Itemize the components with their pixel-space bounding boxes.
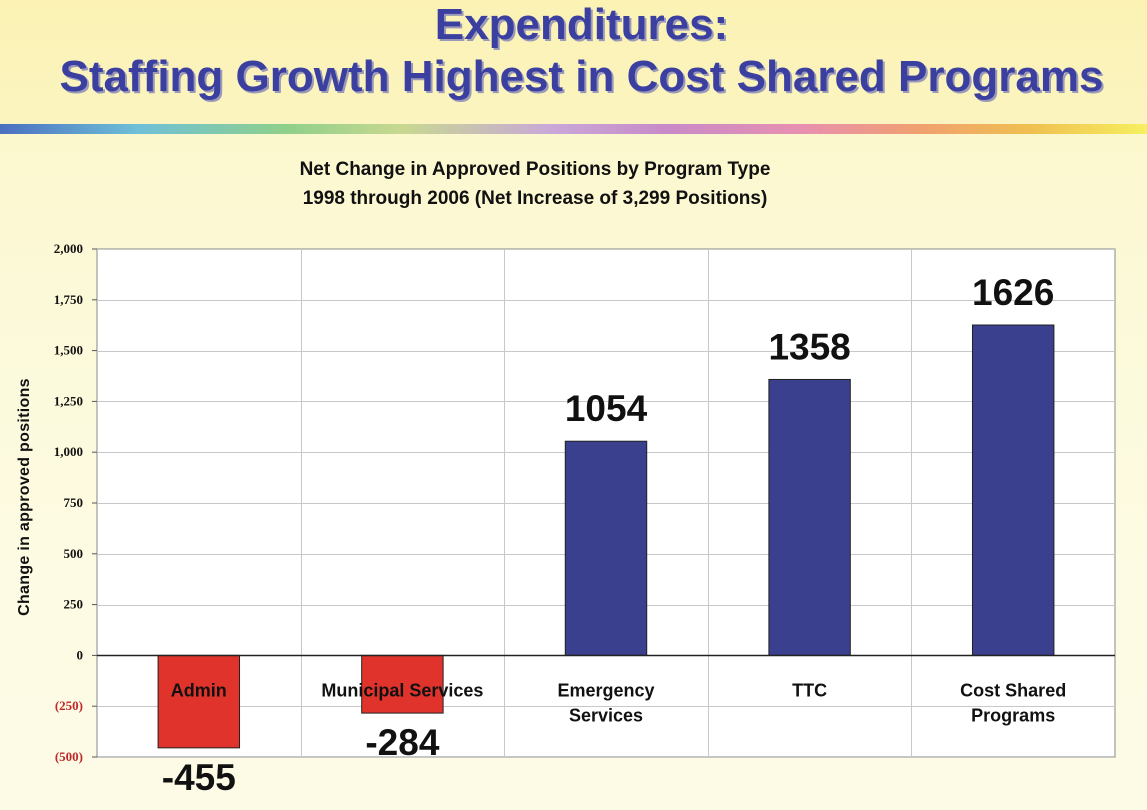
y-tick-label: 2,000 [54, 241, 83, 256]
bar-3 [768, 378, 851, 656]
y-tick-label: 500 [64, 546, 84, 561]
category-label-4: Cost Shared [960, 680, 1066, 700]
category-label-3: TTC [792, 680, 827, 700]
y-tick-label: 1,500 [54, 343, 83, 358]
category-label-4: Programs [971, 705, 1055, 725]
data-label-2: 1054 [565, 388, 648, 429]
category-label-0: Admin [171, 680, 227, 700]
bar-4 [971, 324, 1055, 656]
y-tick-label: (500) [55, 749, 83, 764]
rainbow-divider [0, 124, 1147, 134]
data-label-3: 1358 [768, 326, 850, 367]
category-label-1: Municipal Services [321, 680, 483, 700]
bar-2 [564, 440, 648, 656]
page-title-line-2: Staffing Growth Highest in Cost Shared P… [59, 52, 1104, 101]
y-tick-label: 750 [64, 495, 84, 510]
header-band [0, 0, 1147, 124]
y-tick-label: 250 [64, 597, 84, 612]
y-axis-label: Change in approved positions [16, 378, 33, 616]
data-label-4: 1626 [972, 272, 1054, 313]
chart-title: Net Change in Approved Positions by Prog… [299, 159, 771, 180]
y-tick-label: 1,000 [54, 444, 83, 459]
category-label-2: Emergency [557, 680, 654, 700]
bar-0 [157, 654, 241, 749]
y-tick-label: (250) [55, 698, 83, 713]
data-label-0: -455 [162, 757, 236, 798]
data-label-1: -284 [365, 722, 439, 763]
chart-subtitle: 1998 through 2006 (Net Increase of 3,299… [302, 188, 768, 209]
y-tick-label: 1,750 [54, 292, 83, 307]
y-tick-label: 1,250 [54, 393, 83, 408]
category-label-2: Services [569, 705, 643, 725]
page-title-line-1: Expenditures: [434, 0, 729, 49]
y-tick-label: 0 [77, 647, 84, 662]
